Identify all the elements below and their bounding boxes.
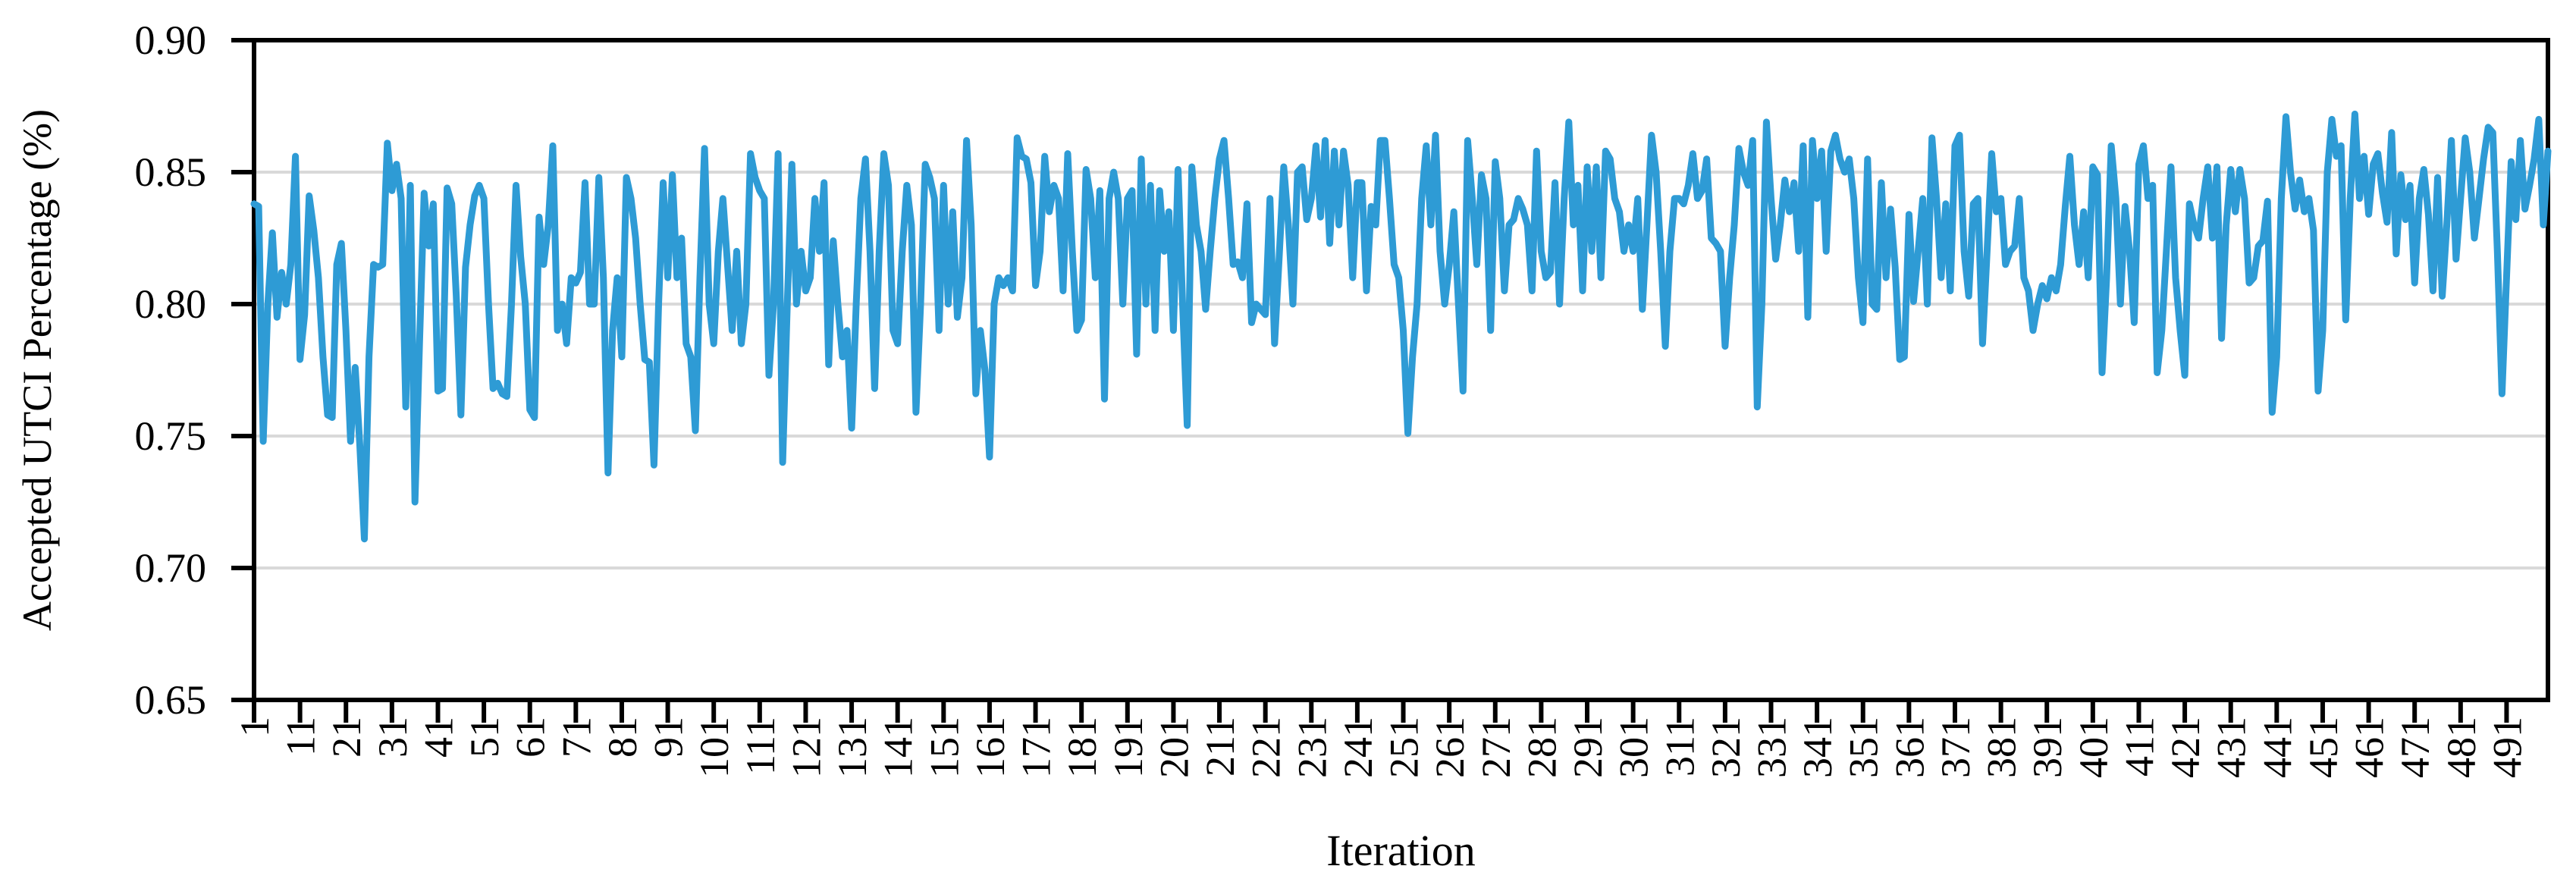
- x-tick-label: 471: [2392, 717, 2438, 778]
- x-tick-label: 141: [876, 717, 921, 778]
- x-tick-label: 111: [738, 717, 783, 775]
- x-tick-label: 381: [1979, 717, 2025, 778]
- x-tick-label: 321: [1703, 717, 1749, 778]
- plot-border: [252, 38, 2550, 702]
- x-tick-label: 481: [2439, 717, 2484, 778]
- x-tick-label: 131: [830, 717, 875, 778]
- x-tick-label: 421: [2163, 717, 2208, 778]
- x-tick-label: 491: [2484, 717, 2530, 778]
- x-tick-label: 61: [508, 717, 554, 758]
- axis-tick-labels: 0.650.700.750.800.850.901 11 21 31 41 51 61 71 8…: [135, 17, 2531, 778]
- x-tick-label: 161: [968, 717, 1013, 778]
- x-axis-title: Iteration: [1326, 826, 1476, 875]
- y-tick-label: 0.65: [135, 677, 207, 723]
- x-tick-label: 341: [1795, 717, 1840, 778]
- x-tick-label: 281: [1519, 717, 1564, 778]
- x-tick-label: 271: [1473, 717, 1519, 778]
- x-tick-label: 391: [2025, 717, 2070, 778]
- x-tick-label: 91: [646, 717, 692, 758]
- axis-ticks: [231, 38, 2509, 723]
- x-tick-label: 41: [416, 717, 461, 758]
- x-tick-label: 31: [370, 717, 416, 758]
- x-tick-label: 21: [324, 717, 369, 758]
- data-series-line: [250, 110, 2552, 543]
- x-tick-label: 201: [1151, 717, 1197, 778]
- y-tick-label: 0.85: [135, 149, 207, 195]
- x-tick-label: 81: [600, 717, 645, 758]
- x-tick-label: 101: [692, 717, 737, 778]
- x-tick-label: 171: [1014, 717, 1059, 778]
- x-tick-label: 331: [1749, 717, 1795, 778]
- x-tick-label: 191: [1106, 717, 1151, 778]
- x-tick-label: 221: [1244, 717, 1289, 778]
- x-tick-label: 441: [2254, 717, 2300, 778]
- x-tick-label: 1: [232, 717, 278, 737]
- x-tick-label: 181: [1059, 717, 1105, 778]
- x-tick-label: 431: [2209, 717, 2254, 778]
- x-tick-label: 461: [2347, 717, 2392, 778]
- y-tick-label: 0.75: [135, 413, 207, 459]
- x-tick-label: 351: [1841, 717, 1887, 778]
- x-tick-label: 51: [462, 717, 507, 758]
- x-tick-label: 291: [1565, 717, 1611, 778]
- y-tick-label: 0.70: [135, 545, 207, 591]
- y-tick-label: 0.80: [135, 281, 207, 327]
- x-tick-label: 241: [1335, 717, 1381, 778]
- x-tick-label: 251: [1382, 717, 1427, 778]
- x-tick-label: 71: [554, 717, 599, 758]
- x-tick-label: 261: [1427, 717, 1473, 778]
- x-tick-label: 151: [921, 717, 967, 778]
- x-tick-label: 401: [2071, 717, 2116, 778]
- x-tick-label: 411: [2116, 717, 2162, 777]
- y-axis-title: Accepted UTCI Percentage (%): [14, 108, 60, 632]
- x-tick-label: 121: [783, 717, 829, 778]
- x-tick-label: 371: [1933, 717, 1978, 778]
- x-tick-label: 11: [278, 717, 324, 756]
- x-tick-label: 311: [1657, 717, 1702, 777]
- x-tick-label: 361: [1887, 717, 1932, 778]
- y-tick-label: 0.90: [135, 17, 207, 63]
- x-tick-label: 451: [2301, 717, 2346, 778]
- x-tick-label: 231: [1289, 717, 1335, 778]
- x-tick-label: 301: [1611, 717, 1657, 778]
- x-tick-label: 211: [1197, 717, 1243, 777]
